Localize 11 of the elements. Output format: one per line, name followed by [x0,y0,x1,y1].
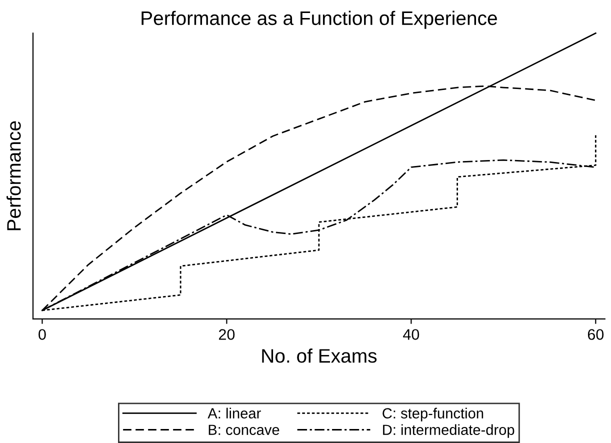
chart-title: Performance as a Function of Experience [142,10,497,29]
legend-label: B: concave [208,424,280,435]
legend-label: D: intermediate-drop [383,424,514,438]
x-tick-label: 60 [588,329,604,340]
x-tick-label: 20 [218,329,235,340]
y-axis-title: Performance [6,121,21,230]
x-axis-title: No. of Exams [262,348,377,363]
legend-label: C: step-function [382,408,484,422]
x-tick-label: 40 [403,329,420,340]
x-tick-label: 0 [38,329,46,340]
legend-label: A: linear [208,408,261,418]
